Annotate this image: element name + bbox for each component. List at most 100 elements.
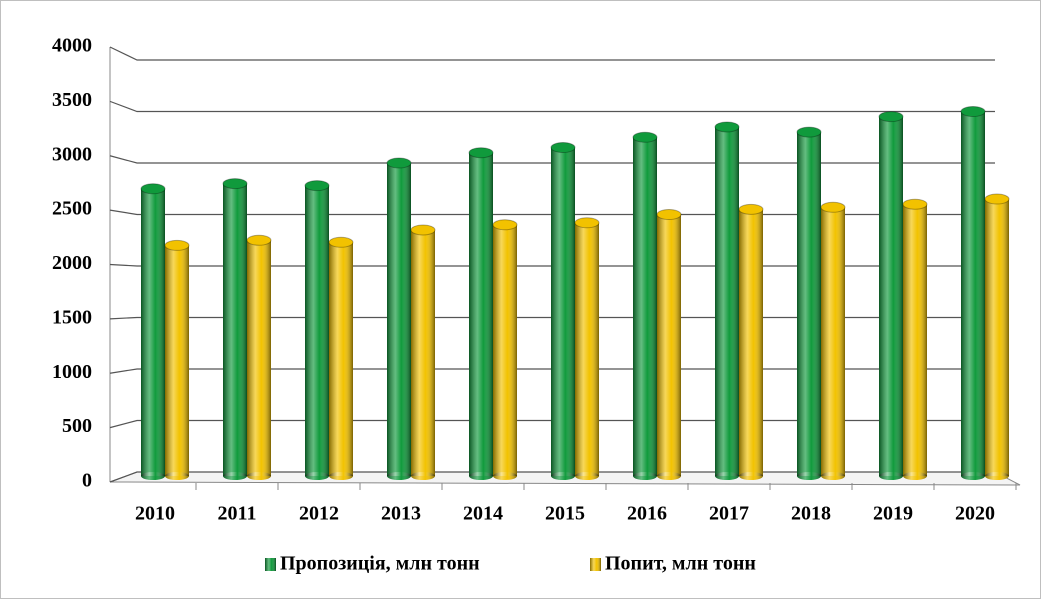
bar-cap [328,236,354,248]
bar-base-shade [715,472,739,480]
x-tick-label: 2010 [135,503,175,525]
bar-base-shade [223,472,247,480]
bar-base-shade [903,472,927,480]
bar-cap [984,193,1010,205]
bar-cap [574,217,600,229]
bar-cap [960,106,986,117]
bar-cap [140,183,166,195]
y-tick-label: 1000 [52,361,92,383]
bar-cap [820,201,846,213]
bar-shade [305,185,329,476]
bar-cap [656,209,682,220]
legend-label: Попит, млн тонн [605,553,756,575]
bar-shade [715,126,739,476]
bar-cap [632,131,658,143]
grid-line [109,100,995,113]
bar-base-shade [493,472,517,480]
bar-shade [329,242,353,476]
x-tick-label: 2014 [463,503,503,525]
bar-shade [985,199,1009,477]
grid-line [109,316,995,320]
bar-shade [633,137,657,476]
grid-line [109,263,995,267]
x-tick-label: 2015 [545,503,585,525]
bar-shade [411,229,435,476]
bar-base-shade [411,472,435,480]
bar-cap [796,126,822,138]
grid-line [109,368,995,374]
bar-shade [141,188,165,476]
bar-shade [821,207,845,477]
bar-base-shade [739,472,763,480]
bar-shade [247,240,271,476]
x-tick-label: 2017 [709,503,749,525]
bar-base-shade [469,472,493,480]
bar-base-shade [305,472,329,480]
x-tick-label: 2020 [955,503,995,525]
x-tick-label: 2012 [299,503,339,525]
bar-base-shade [961,472,985,480]
y-tick-label: 0 [82,470,92,492]
bar-cap [492,219,518,231]
bar-shade [165,245,189,476]
y-tick-label: 3500 [52,89,92,111]
bar-cap [164,239,190,251]
bar-base-shade [633,472,657,480]
bar-base-shade [657,472,681,480]
bar-base-shade [551,472,575,480]
bar-base-shade [575,472,599,480]
bar-shade [903,204,927,476]
bar-cap [222,178,248,190]
bar-cap [304,180,330,192]
bar-shade [961,111,985,476]
y-tick-label: 3000 [52,143,92,165]
legend-label: Пропозиція, млн тонн [280,553,480,575]
x-tick-label: 2013 [381,503,421,525]
bar-base-shade [329,472,353,480]
bar-shade [879,116,903,477]
bar-shade [551,147,575,477]
bar-base-shade [141,472,165,480]
x-tick-label: 2016 [627,503,667,525]
bar-base-shade [797,472,821,480]
bar-cap [550,142,576,154]
bar-base-shade [247,472,271,480]
bar-base-shade [879,472,903,480]
grid-line [109,46,995,61]
bar-cap [738,203,764,215]
bar-shade [387,163,411,476]
grid-line [109,471,995,483]
grid-line [109,155,995,164]
bar-cap [878,111,904,123]
bar-shade [469,152,493,476]
y-tick-label: 500 [62,415,92,437]
grid-line [109,209,995,216]
bar-cap [386,157,412,169]
y-tick-label: 4000 [52,35,92,57]
legend-swatch-shade [265,558,276,571]
x-tick-label: 2018 [791,503,831,525]
legend-swatch-shade [590,558,601,571]
x-tick-label: 2019 [873,503,913,525]
bar-cap [902,198,928,210]
bar-base-shade [821,472,845,480]
bar-cap [714,121,740,133]
bar-shade [493,224,517,476]
y-tick-label: 2500 [52,198,92,220]
bar-base-shade [985,472,1009,480]
x-tick-label: 2011 [218,503,257,525]
bar-cap [468,147,494,159]
bar-shade [739,209,763,476]
bar-shade [575,222,599,476]
bar-shade [657,214,681,476]
bar-shade [797,132,821,476]
y-tick-label: 1500 [52,306,92,328]
bar-base-shade [165,472,189,480]
grid-line [109,419,995,429]
bar-cap [410,224,436,236]
bar-shade [223,183,247,476]
y-tick-label: 2000 [52,252,92,274]
bar-base-shade [387,472,411,480]
bar-cap [246,234,272,246]
